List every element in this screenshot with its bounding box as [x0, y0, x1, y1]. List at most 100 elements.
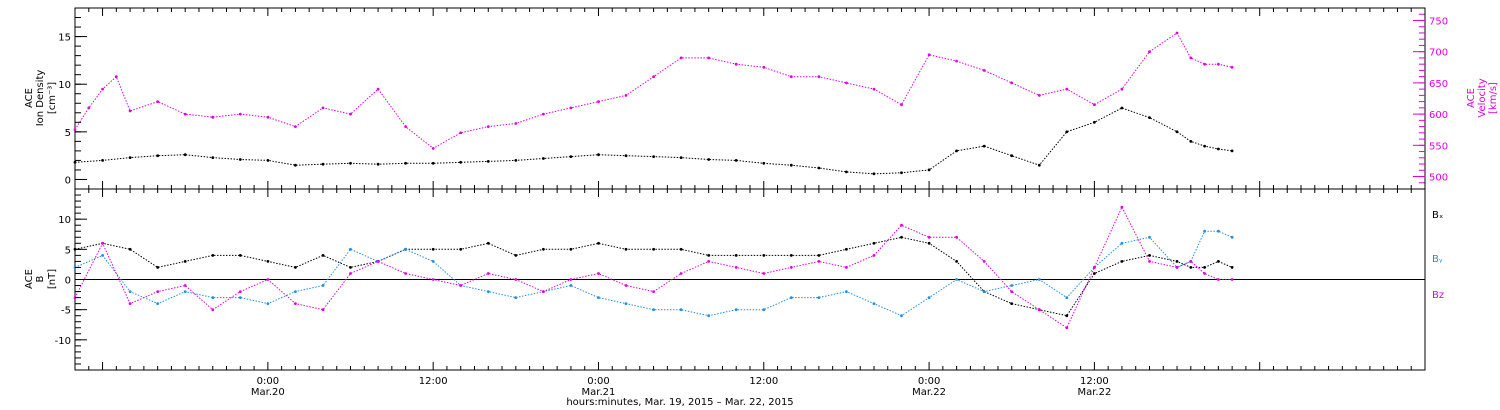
- bottom-ylabel-line-3: [nT]: [47, 269, 58, 289]
- bottom-series-0-point: [514, 254, 518, 257]
- top-1-series-0-point: [845, 81, 848, 85]
- bottom-series-1-point: [1148, 235, 1151, 239]
- top-1-series-0-point: [294, 125, 297, 128]
- top-0-series-0-point: [900, 171, 903, 175]
- bottom-series-0-point: [927, 241, 931, 245]
- top-0-series-0-point: [542, 157, 545, 160]
- bottom-series-0-point: [679, 247, 683, 251]
- bottom-series-0-point: [707, 254, 711, 257]
- bottom-panel-marks: [73, 205, 1425, 330]
- bottom-series-0-point: [183, 260, 187, 263]
- bottom-series-0-point: [1010, 302, 1014, 305]
- bottom-series-0-point: [1120, 260, 1124, 263]
- bottom-series-1-point: [707, 314, 711, 318]
- bottom-series-1-point: [238, 296, 242, 299]
- top-0-series-0-point: [569, 155, 573, 159]
- bottom-series-0-point: [789, 254, 793, 257]
- top-1-series-0-point: [652, 75, 655, 79]
- top-1-series-0-point: [1120, 87, 1124, 91]
- bottom-series-0-point: [845, 247, 848, 251]
- bottom-series-0-point: [321, 254, 325, 257]
- bottom-series-0-point: [211, 254, 215, 257]
- top-0-series-0-point: [624, 154, 628, 158]
- top-0-series-0-point: [1120, 106, 1124, 110]
- top-1-series-0-point: [73, 128, 77, 132]
- bottom-series-0-point: [459, 247, 463, 251]
- bottom-series-2-point: [624, 284, 628, 287]
- bottom-series-0-point: [486, 241, 490, 245]
- bottom-series-1-point: [734, 308, 738, 312]
- bottom-series-2-point: [1120, 205, 1124, 209]
- bottom-series-1-point: [872, 302, 876, 305]
- bottom-series-1-point: [624, 302, 628, 305]
- bottom-series-0-point: [624, 247, 628, 251]
- top-y2-tick-label: 500: [1429, 173, 1448, 184]
- top-0-series-0-point: [376, 162, 380, 166]
- top-1-series-0-point: [1010, 81, 1014, 85]
- top-0-series-0-point: [1037, 163, 1041, 167]
- top-y2-tick-label: 600: [1429, 110, 1448, 121]
- top-0-series-0-point: [1217, 147, 1220, 151]
- bottom-series-0-point: [1093, 272, 1096, 275]
- x-tick-label-time: 0:00: [587, 376, 609, 387]
- top-0-series-0-point: [845, 170, 848, 174]
- top-0-series-0-point: [156, 154, 160, 158]
- top-1-series-0-point: [1093, 103, 1096, 107]
- x-tick-label-time: 12:00: [419, 376, 448, 387]
- bottom-series-2-point: [266, 278, 270, 281]
- top-1-series-0-point: [459, 131, 463, 135]
- top-0-series-0-point: [73, 160, 77, 164]
- top-0-series-0-point: [1065, 130, 1069, 134]
- bottom-series-1-point: [1037, 278, 1041, 281]
- bottom-series-0-point: [762, 254, 766, 257]
- legend-bx: Bₓ: [1432, 210, 1443, 221]
- top-0-series-0-point: [1010, 154, 1014, 158]
- top-1-series-0-point: [1148, 50, 1151, 54]
- x-tick-label-date: Mar.20: [251, 387, 285, 398]
- top-y2label-line-2: Velocity: [1477, 78, 1488, 117]
- bottom-series-1-point: [817, 296, 821, 299]
- bottom-series-2-point: [1230, 278, 1234, 281]
- top-1-series-0-point: [156, 100, 160, 103]
- top-1-series-0-point: [211, 115, 215, 119]
- bottom-series-2-point: [597, 272, 600, 275]
- bottom-series-1-point: [1010, 284, 1014, 287]
- bottom-series-2-point: [156, 290, 160, 293]
- bottom-series-2-point: [376, 260, 380, 263]
- top-y2label-line-1: ACE: [1466, 88, 1477, 108]
- bottom-y-tick-label: -10: [55, 336, 71, 347]
- bottom-series-1-point: [1230, 235, 1234, 239]
- bottom-series-1-point: [1203, 229, 1206, 233]
- top-0-series-0-point: [1189, 140, 1193, 143]
- top-0-series-0-point: [1175, 130, 1179, 134]
- top-1-series-0-point: [1230, 65, 1234, 69]
- bottom-series-1-point: [349, 247, 352, 251]
- top-1-series-0-point: [87, 106, 91, 110]
- bottom-series-2-point: [431, 278, 435, 281]
- bottom-series-2-point: [955, 235, 958, 239]
- bottom-series-2-point: [128, 302, 132, 305]
- top-0-series-0-point: [514, 159, 518, 162]
- bottom-series-1-point: [101, 254, 104, 257]
- top-1-series-0-point: [349, 112, 352, 116]
- bottom-series-1-point: [652, 308, 655, 312]
- bottom-series-2-point: [789, 266, 793, 269]
- bottom-series-1-point: [128, 290, 132, 293]
- top-0-series-0-point: [321, 162, 325, 166]
- bottom-series-0-point: [597, 241, 600, 245]
- top-1-series-0-point: [1037, 94, 1041, 97]
- bottom-series-1-point: [845, 290, 848, 293]
- top-y2label-line-3: [km/s]: [1488, 82, 1499, 114]
- bottom-series-0-point: [1175, 260, 1179, 263]
- bottom-series-0-point: [1148, 254, 1151, 257]
- bottom-series-1-point: [514, 296, 518, 299]
- top-0-series-0-point: [1203, 144, 1206, 148]
- top-0-series-0-point: [431, 161, 435, 165]
- bottom-series-2-point: [1203, 272, 1206, 275]
- bottom-series-0-point: [1217, 260, 1220, 263]
- top-0-series-0-point: [238, 158, 242, 161]
- bottom-series-1-line: [74, 230, 1233, 317]
- bottom-series-2-point: [652, 290, 655, 293]
- top-y-tick-label: 5: [65, 128, 71, 139]
- top-1-series-0-point: [1189, 56, 1193, 60]
